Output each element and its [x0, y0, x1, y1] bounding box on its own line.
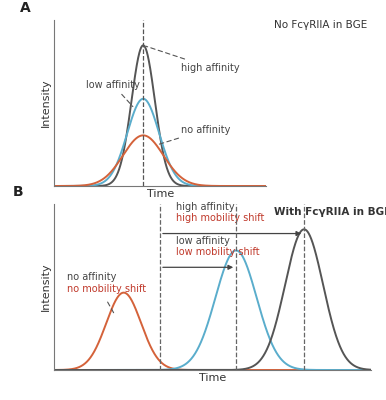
Text: no affinity: no affinity — [159, 124, 231, 144]
Text: low affinity: low affinity — [86, 80, 140, 106]
Text: No FcγRIIA in BGE: No FcγRIIA in BGE — [274, 20, 367, 30]
X-axis label: Time: Time — [199, 373, 226, 383]
Text: low mobility shift: low mobility shift — [176, 247, 259, 257]
Text: high affinity: high affinity — [176, 202, 235, 212]
Text: low affinity: low affinity — [176, 236, 230, 246]
Text: With FcγRIIA in BGE: With FcγRIIA in BGE — [274, 207, 386, 217]
Text: no mobility shift: no mobility shift — [67, 284, 146, 294]
Y-axis label: Intensity: Intensity — [41, 263, 51, 311]
Y-axis label: Intensity: Intensity — [41, 79, 51, 127]
Text: B: B — [13, 185, 24, 199]
Text: high affinity: high affinity — [146, 46, 240, 73]
Text: no affinity: no affinity — [67, 272, 116, 282]
Text: high mobility shift: high mobility shift — [176, 213, 264, 222]
X-axis label: Time: Time — [147, 189, 174, 199]
Text: A: A — [20, 1, 31, 15]
